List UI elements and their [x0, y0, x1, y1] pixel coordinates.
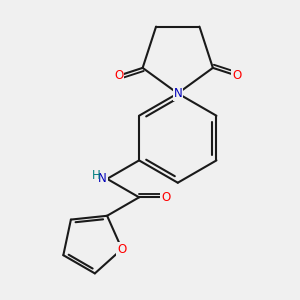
Text: O: O — [114, 69, 124, 82]
Text: O: O — [232, 69, 241, 82]
Text: N: N — [98, 172, 107, 185]
Text: O: O — [161, 191, 170, 204]
Text: H: H — [92, 169, 101, 182]
Text: O: O — [117, 242, 127, 256]
Text: N: N — [173, 87, 182, 100]
